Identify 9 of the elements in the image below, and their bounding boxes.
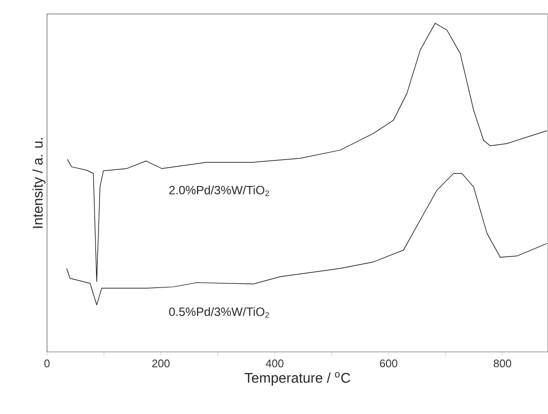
x-tick-label: 600 (380, 360, 398, 368)
series-label: 2.0%Pd/3%W/TiO$_{2}$ (169, 186, 269, 196)
x-tick-label: 200 (152, 360, 170, 368)
y-axis-title: Intensity / a. u. (32, 138, 46, 228)
x-tick-label: 400 (266, 360, 284, 368)
x-tick-label: 0 (44, 360, 50, 368)
x-tick-label: 800 (494, 360, 512, 368)
series-label: 0.5%Pd/3%W/TiO$_{2}$ (169, 307, 269, 318)
x-axis-title: Temperature / $^{o}$C (244, 372, 350, 386)
